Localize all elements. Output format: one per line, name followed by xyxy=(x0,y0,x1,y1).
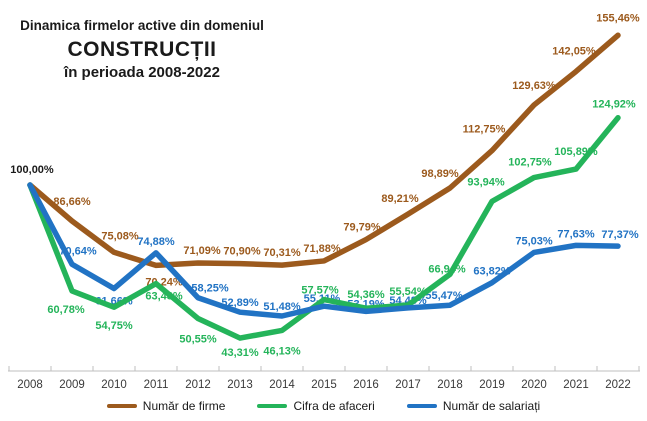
data-label: 89,21% xyxy=(381,193,419,205)
data-label: 79,79% xyxy=(343,222,381,234)
data-label: 58,25% xyxy=(191,283,229,295)
x-tick-label: 2015 xyxy=(311,379,337,391)
data-label: 74,88% xyxy=(137,236,175,248)
data-label: 55,47% xyxy=(425,290,463,302)
x-tick-label: 2012 xyxy=(185,379,211,391)
data-label: 98,89% xyxy=(421,168,459,180)
data-label: 57,57% xyxy=(301,285,339,297)
data-label: 142,05% xyxy=(552,45,596,57)
legend-swatch-firme xyxy=(106,403,137,409)
chart-title-line1: Dinamica firmelor active din domeniul xyxy=(20,18,264,33)
data-label: 51,48% xyxy=(263,301,301,313)
series-line-1 xyxy=(27,114,621,341)
legend-item-numar-de-salariati: Număr de salariați xyxy=(406,399,541,413)
x-tick-label: 2018 xyxy=(437,379,463,391)
data-label: 71,88% xyxy=(303,243,341,255)
data-label: 100,00% xyxy=(10,164,54,176)
x-tick-label: 2008 xyxy=(17,379,43,391)
data-label: 77,37% xyxy=(601,229,639,241)
chart-title-line2: CONSTRUCȚII xyxy=(67,37,217,61)
x-tick-label: 2014 xyxy=(269,379,295,391)
data-label: 43,31% xyxy=(221,347,259,359)
data-label: 112,75% xyxy=(463,124,506,136)
data-label: 71,09% xyxy=(183,245,221,257)
x-tick-label: 2020 xyxy=(521,379,547,391)
data-label: 46,13% xyxy=(263,345,301,357)
data-label: 124,92% xyxy=(592,99,636,111)
data-label: 93,94% xyxy=(467,176,505,188)
x-tick-label: 2011 xyxy=(144,379,169,391)
series-line-0 xyxy=(27,32,621,269)
x-tick-label: 2010 xyxy=(101,379,127,391)
data-label: 54,36% xyxy=(347,289,385,301)
data-label: 75,08% xyxy=(101,230,139,242)
series-line-2 xyxy=(27,182,621,319)
data-label: 75,03% xyxy=(515,235,553,247)
chart-title: Dinamica firmelor active din domeniul CO… xyxy=(8,18,276,83)
x-tick-label: 2017 xyxy=(395,379,421,391)
x-tick-label: 2009 xyxy=(59,379,85,391)
x-tick-label: 2016 xyxy=(353,379,379,391)
data-label: 50,55% xyxy=(179,334,217,346)
legend-swatch-afaceri xyxy=(257,403,288,409)
x-tick-label: 2013 xyxy=(227,379,253,391)
x-tick-label: 2022 xyxy=(605,379,631,391)
data-label: 70,90% xyxy=(223,246,261,258)
legend: Număr de firme Cifra de afaceri Număr de… xyxy=(0,399,647,413)
legend-label-firme: Număr de firme xyxy=(142,399,226,413)
legend-item-numar-de-firme: Număr de firme xyxy=(106,399,226,413)
legend-item-cifra-de-afaceri: Cifra de afaceri xyxy=(257,399,375,413)
legend-label-salariati: Număr de salariați xyxy=(442,399,541,413)
data-label: 129,63% xyxy=(512,80,556,92)
legend-swatch-salariati xyxy=(406,403,437,409)
data-label: 102,75% xyxy=(508,157,552,169)
data-label: 70,31% xyxy=(263,247,301,259)
data-label: 60,78% xyxy=(47,304,85,316)
chart-title-line3: în perioada 2008-2022 xyxy=(64,64,220,82)
x-tick-label: 2021 xyxy=(563,379,589,391)
data-label: 54,75% xyxy=(95,320,133,332)
data-label: 86,66% xyxy=(53,196,91,208)
data-label: 155,46% xyxy=(596,12,640,24)
x-tick-label: 2019 xyxy=(479,379,505,391)
data-label: 77,63% xyxy=(557,228,595,240)
legend-label-afaceri: Cifra de afaceri xyxy=(293,399,375,413)
